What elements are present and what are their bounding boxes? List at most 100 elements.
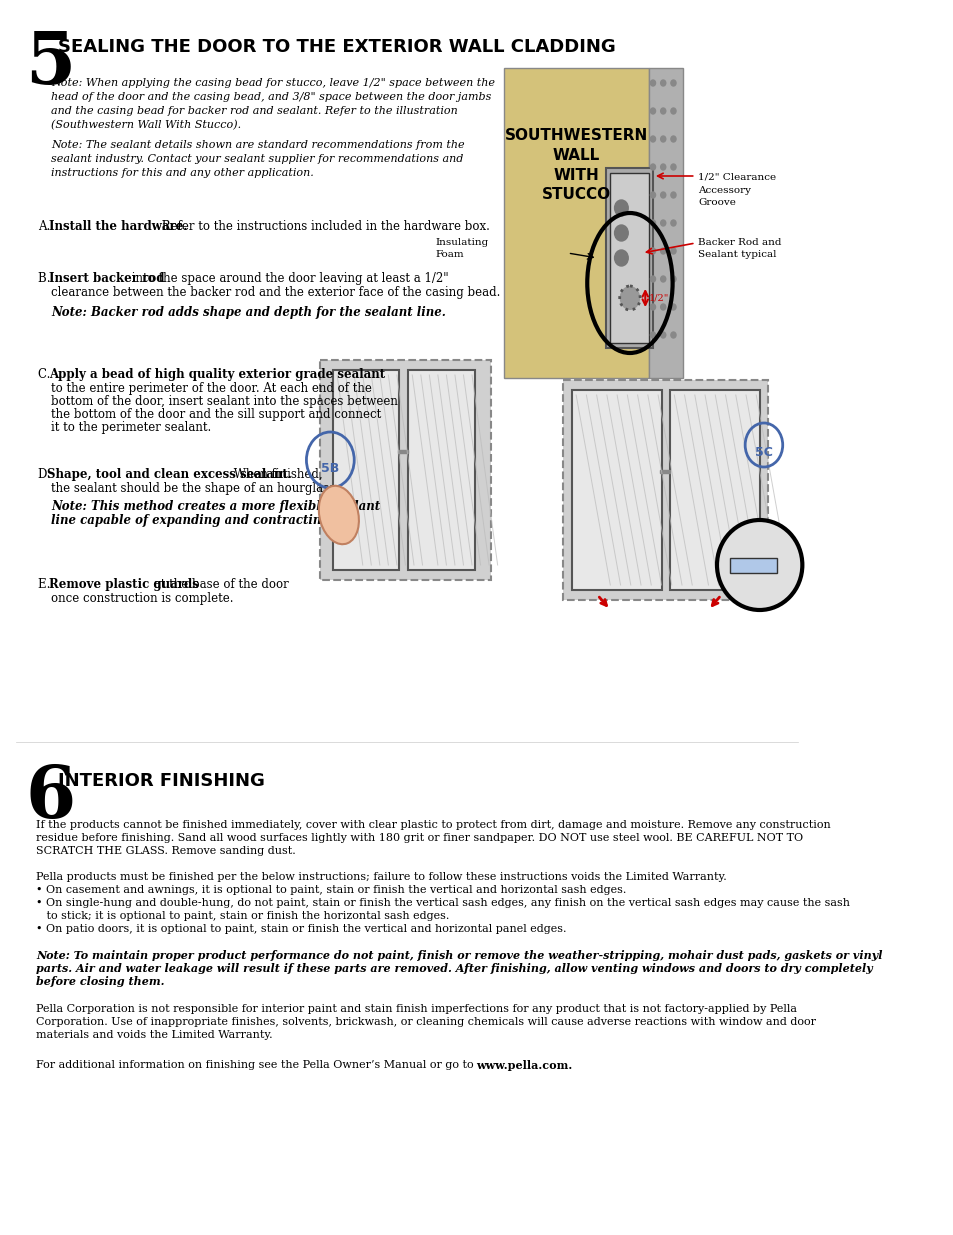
Text: 1/2": 1/2" xyxy=(648,294,668,303)
Circle shape xyxy=(660,136,665,142)
Text: (Southwestern Wall With Stucco).: (Southwestern Wall With Stucco). xyxy=(51,120,241,131)
Circle shape xyxy=(650,191,655,198)
Text: 5C: 5C xyxy=(754,447,772,459)
Bar xyxy=(571,390,660,590)
Bar xyxy=(503,68,648,378)
Text: sealant industry. Contact your sealant supplier for recommendations and: sealant industry. Contact your sealant s… xyxy=(51,154,463,164)
Circle shape xyxy=(660,80,665,86)
Text: Pella Corporation is not responsible for interior paint and stain finish imperfe: Pella Corporation is not responsible for… xyxy=(36,1004,796,1014)
Bar xyxy=(669,390,759,590)
Text: Sealant typical: Sealant typical xyxy=(698,249,776,259)
Text: at the base of the door: at the base of the door xyxy=(150,578,289,592)
Circle shape xyxy=(650,275,655,282)
Text: the bottom of the door and the sill support and connect: the bottom of the door and the sill supp… xyxy=(51,408,381,421)
Bar xyxy=(729,558,776,573)
Text: materials and voids the Limited Warranty.: materials and voids the Limited Warranty… xyxy=(36,1030,273,1040)
Text: Backer Rod and: Backer Rod and xyxy=(698,238,781,247)
Text: Insulating
Foam: Insulating Foam xyxy=(435,238,488,259)
Circle shape xyxy=(650,332,655,338)
Circle shape xyxy=(614,249,628,266)
Text: the sealant should be the shape of an hourglass.: the sealant should be the shape of an ho… xyxy=(51,482,338,495)
Text: Groove: Groove xyxy=(698,198,736,207)
Text: Accessory: Accessory xyxy=(698,186,750,195)
Circle shape xyxy=(660,304,665,310)
Text: Install the hardware.: Install the hardware. xyxy=(49,220,187,233)
Text: it to the perimeter sealant.: it to the perimeter sealant. xyxy=(51,421,212,433)
Text: B.: B. xyxy=(38,272,54,285)
Text: Note: The sealant details shown are standard recommendations from the: Note: The sealant details shown are stan… xyxy=(51,140,464,149)
Text: SCRATCH THE GLASS. Remove sanding dust.: SCRATCH THE GLASS. Remove sanding dust. xyxy=(36,846,295,856)
Circle shape xyxy=(660,275,665,282)
Text: bottom of the door, insert sealant into the spaces between: bottom of the door, insert sealant into … xyxy=(51,395,397,408)
Text: INTERIOR FINISHING: INTERIOR FINISHING xyxy=(58,772,265,790)
Text: • On single-hung and double-hung, do not paint, stain or finish the vertical sas: • On single-hung and double-hung, do not… xyxy=(36,898,849,908)
Text: Note: When applying the casing bead for stucco, leave 1/2" space between the: Note: When applying the casing bead for … xyxy=(51,78,495,88)
Circle shape xyxy=(614,200,628,216)
Circle shape xyxy=(670,191,676,198)
Circle shape xyxy=(660,164,665,170)
Circle shape xyxy=(660,191,665,198)
Circle shape xyxy=(650,136,655,142)
Text: For additional information on finishing see the Pella Owner’s Manual or go to: For additional information on finishing … xyxy=(36,1060,476,1070)
Circle shape xyxy=(650,248,655,254)
Text: parts. Air and water leakage will result if these parts are removed. After finis: parts. Air and water leakage will result… xyxy=(36,963,872,974)
Text: residue before finishing. Sand all wood surfaces lightly with 180 grit or finer : residue before finishing. Sand all wood … xyxy=(36,832,802,844)
Text: C.: C. xyxy=(38,368,54,382)
Circle shape xyxy=(670,275,676,282)
Bar xyxy=(659,471,669,473)
Text: E.: E. xyxy=(38,578,54,592)
Bar xyxy=(397,450,408,453)
Circle shape xyxy=(650,304,655,310)
Circle shape xyxy=(670,80,676,86)
Circle shape xyxy=(670,304,676,310)
Text: Remove plastic guards: Remove plastic guards xyxy=(49,578,198,592)
Bar xyxy=(610,173,648,343)
Bar xyxy=(408,370,474,571)
Circle shape xyxy=(650,220,655,226)
Circle shape xyxy=(670,332,676,338)
Text: 1/2" Clearance: 1/2" Clearance xyxy=(698,172,776,182)
Text: before closing them.: before closing them. xyxy=(36,976,164,987)
Text: When finished,: When finished, xyxy=(231,468,323,480)
Text: once construction is complete.: once construction is complete. xyxy=(51,592,233,605)
Text: SOUTHWESTERN
WALL
WITH
STUCCO: SOUTHWESTERN WALL WITH STUCCO xyxy=(504,128,647,203)
Text: Apply a bead of high quality exterior grade sealant: Apply a bead of high quality exterior gr… xyxy=(49,368,384,382)
Text: 5B: 5B xyxy=(321,462,339,474)
Ellipse shape xyxy=(717,520,801,610)
Text: to stick; it is optional to paint, stain or finish the horizontal sash edges.: to stick; it is optional to paint, stain… xyxy=(36,911,449,921)
Text: 5: 5 xyxy=(26,28,76,99)
Text: line capable of expanding and contracting.: line capable of expanding and contractin… xyxy=(51,514,334,527)
Bar xyxy=(605,168,652,348)
Circle shape xyxy=(660,248,665,254)
Text: to the entire perimeter of the door. At each end of the: to the entire perimeter of the door. At … xyxy=(51,382,372,395)
Circle shape xyxy=(670,248,676,254)
Bar xyxy=(648,68,682,378)
Text: Pella products must be finished per the below instructions; failure to follow th: Pella products must be finished per the … xyxy=(36,872,726,882)
Text: 6: 6 xyxy=(26,762,76,832)
Circle shape xyxy=(660,107,665,114)
Text: and the casing bead for backer rod and sealant. Refer to the illustration: and the casing bead for backer rod and s… xyxy=(51,106,457,116)
Bar xyxy=(563,380,767,600)
Text: head of the door and the casing bead, and 3/8" space between the door jambs: head of the door and the casing bead, an… xyxy=(51,91,491,103)
Bar xyxy=(333,370,399,571)
Circle shape xyxy=(660,220,665,226)
Circle shape xyxy=(670,136,676,142)
Text: • On patio doors, it is optional to paint, stain or finish the vertical and hori: • On patio doors, it is optional to pain… xyxy=(36,924,566,934)
Text: Refer to the instructions included in the hardware box.: Refer to the instructions included in th… xyxy=(158,220,489,233)
Text: Insert backer rod: Insert backer rod xyxy=(49,272,164,285)
Circle shape xyxy=(650,164,655,170)
Text: SEALING THE DOOR TO THE EXTERIOR WALL CLADDING: SEALING THE DOOR TO THE EXTERIOR WALL CL… xyxy=(58,38,615,56)
Circle shape xyxy=(670,107,676,114)
Bar xyxy=(320,359,490,580)
Text: instructions for this and any other application.: instructions for this and any other appl… xyxy=(51,168,314,178)
Circle shape xyxy=(619,287,639,310)
Text: into the space around the door leaving at least a 1/2": into the space around the door leaving a… xyxy=(128,272,448,285)
Circle shape xyxy=(660,332,665,338)
Text: clearance between the backer rod and the exterior face of the casing bead.: clearance between the backer rod and the… xyxy=(51,287,500,299)
Circle shape xyxy=(670,164,676,170)
Circle shape xyxy=(650,80,655,86)
Ellipse shape xyxy=(318,485,358,545)
Text: D.: D. xyxy=(38,468,55,480)
Text: www.pella.com.: www.pella.com. xyxy=(476,1060,572,1071)
Text: Note: Backer rod adds shape and depth for the sealant line.: Note: Backer rod adds shape and depth fo… xyxy=(51,306,446,319)
